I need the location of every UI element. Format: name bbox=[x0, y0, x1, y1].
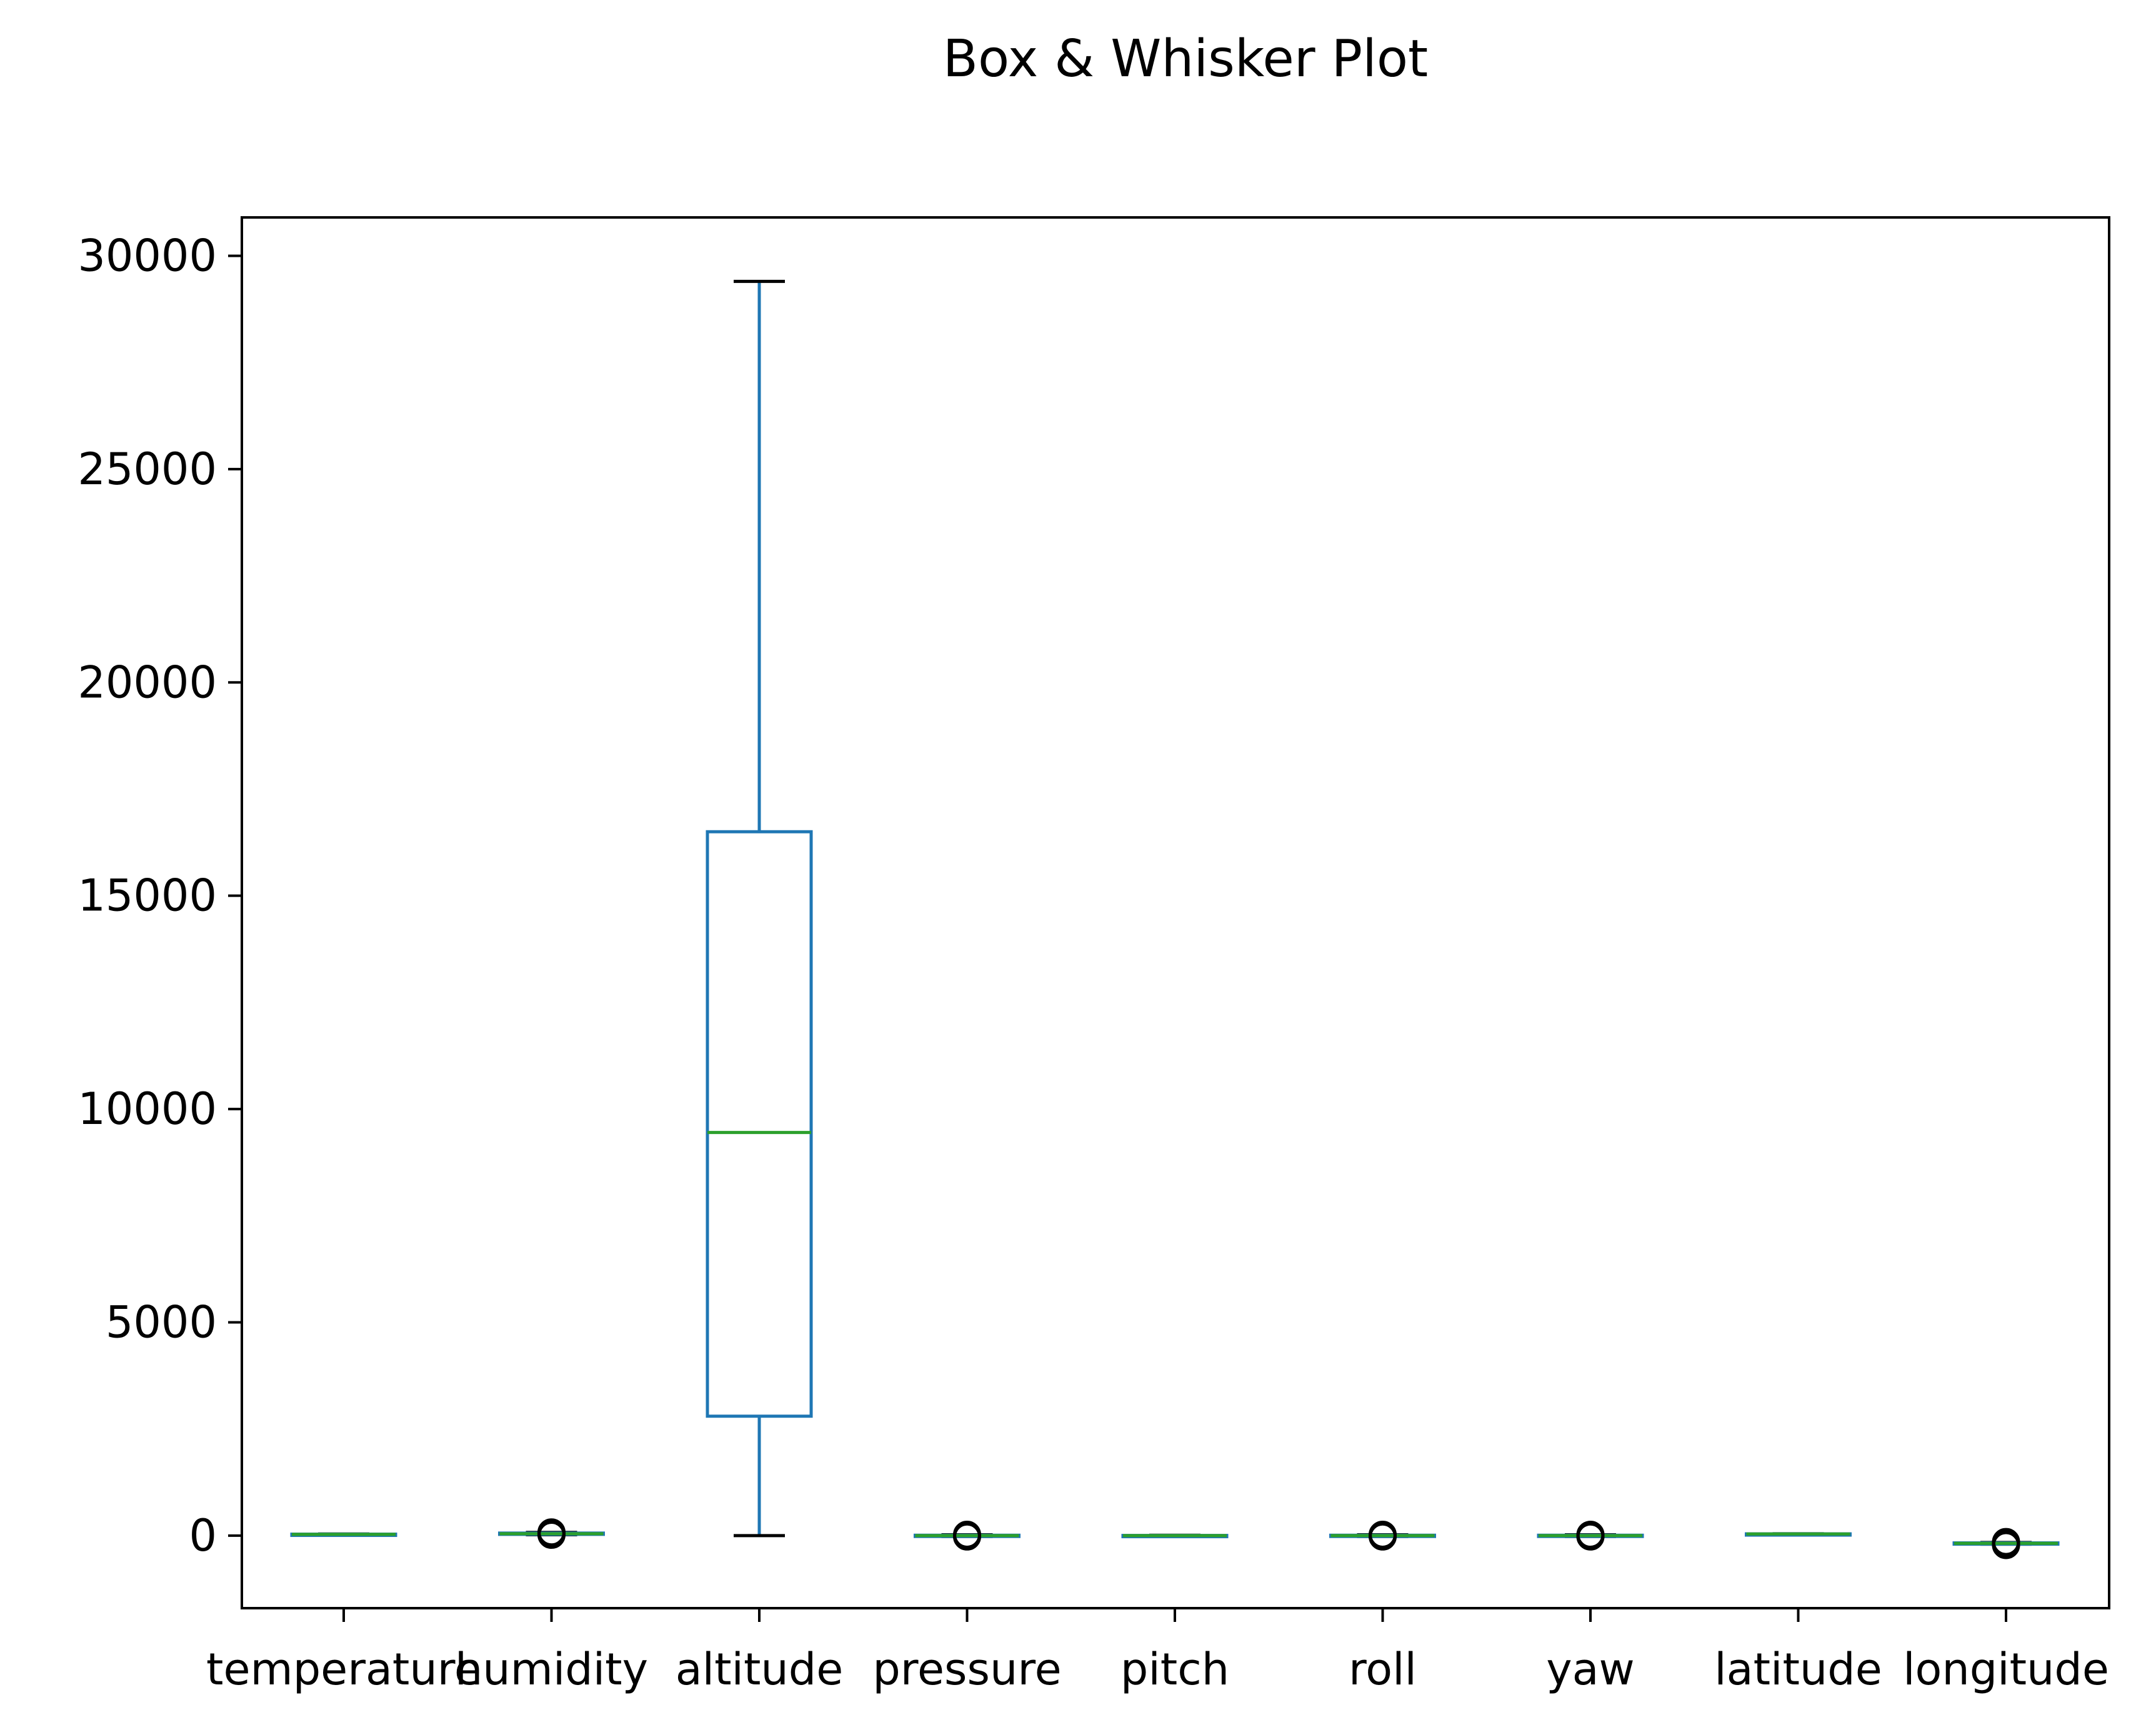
y-tick-label: 15000 bbox=[77, 870, 217, 922]
y-tick-label: 25000 bbox=[77, 444, 217, 495]
box-iqr bbox=[706, 830, 813, 1418]
plot-area: 0 5000 10000 15000 20000 25000 30000 temperatur… bbox=[77, 216, 2110, 1695]
y-tick-label: 30000 bbox=[77, 230, 217, 281]
outlier-point bbox=[1576, 1521, 1605, 1549]
outlier-point bbox=[1992, 1528, 2020, 1556]
y-tick-label: 5000 bbox=[106, 1297, 217, 1348]
chart-title: Box & Whisker Plot bbox=[943, 29, 1428, 89]
x-tick-label: humidity bbox=[455, 1644, 648, 1695]
x-tick-label: pitch bbox=[1120, 1644, 1229, 1695]
outlier-point bbox=[537, 1518, 566, 1547]
x-tick-label: temperature bbox=[206, 1644, 481, 1695]
plot-frame bbox=[241, 216, 2110, 1609]
outlier-point bbox=[1369, 1521, 1397, 1549]
y-tick-label: 10000 bbox=[77, 1083, 217, 1135]
x-tick-label: yaw bbox=[1546, 1644, 1635, 1695]
x-tick-label: roll bbox=[1349, 1644, 1417, 1695]
x-tick-label: latitude bbox=[1714, 1644, 1882, 1695]
outlier-point bbox=[953, 1521, 981, 1549]
x-tick-label: pressure bbox=[872, 1644, 1061, 1695]
y-tick-label: 20000 bbox=[77, 657, 217, 708]
x-tick-label: altitude bbox=[676, 1644, 844, 1695]
x-tick-label: longitude bbox=[1903, 1644, 2109, 1695]
y-tick-label: 0 bbox=[189, 1510, 217, 1561]
